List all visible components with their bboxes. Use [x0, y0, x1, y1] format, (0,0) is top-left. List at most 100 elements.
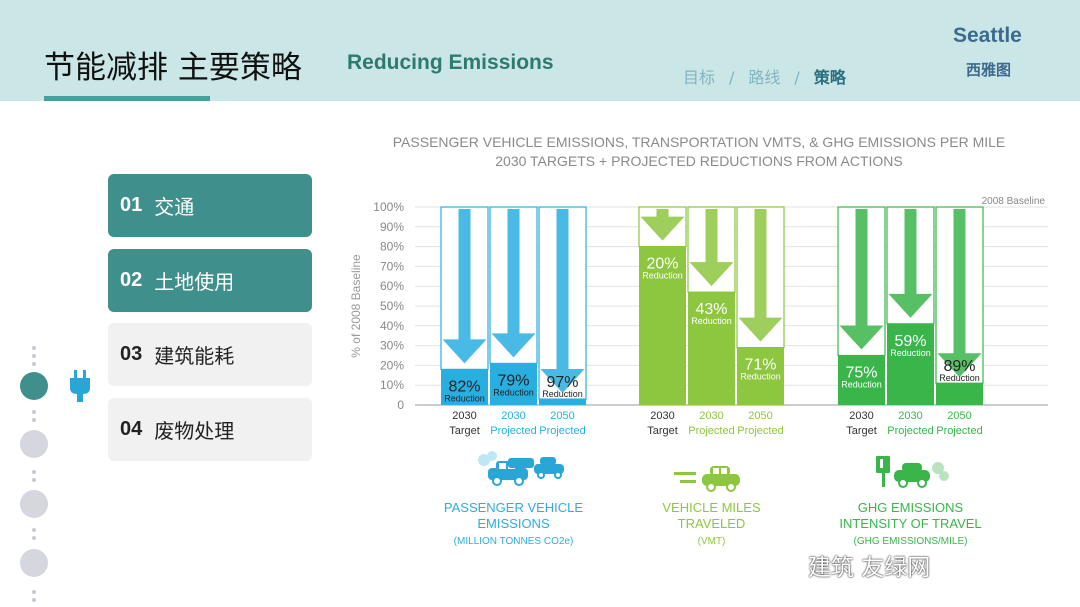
bar-group: 79%Reduction: [489, 206, 538, 405]
page-subtitle: Reducing Emissions: [347, 51, 554, 74]
bar: [838, 355, 885, 405]
menu-item-label: 土地使用: [154, 270, 235, 294]
series-name: VEHICLE MILES: [662, 500, 761, 515]
crumb-separator: /: [794, 68, 800, 87]
menu-item-label: 交通: [154, 195, 195, 219]
data-label: 59%: [894, 333, 926, 350]
timeline-dot: [32, 354, 36, 358]
timeline-dot: [32, 478, 36, 482]
reduction-label: Reduction: [642, 271, 683, 281]
timeline-dot: [32, 590, 36, 594]
reduction-arrow: [442, 209, 487, 364]
y-tick-label: 50%: [380, 299, 404, 313]
chart-subtitle: 2030 TARGETS + PROJECTED REDUCTIONS FROM…: [495, 153, 903, 169]
page-title: 节能减排 主要策略: [44, 50, 302, 86]
crumb-goals[interactable]: 目标: [683, 68, 716, 87]
x-tick-label: Projected: [490, 425, 536, 437]
step-circle[interactable]: [20, 549, 48, 577]
bar-group: 82%Reduction: [440, 206, 489, 405]
bar-group: 89%Reduction: [935, 206, 984, 405]
reduction-label: Reduction: [740, 372, 781, 382]
menu-item-number: 03: [120, 343, 143, 365]
x-tick-label: Projected: [737, 425, 783, 437]
x-tick-label: Projected: [539, 425, 585, 437]
bar-group: 97%Reduction: [538, 206, 587, 405]
y-tick-label: 30%: [380, 339, 404, 353]
menu-item-building-energy[interactable]: 03 建筑能耗: [108, 323, 312, 386]
x-tick-label: Projected: [688, 425, 734, 437]
series-name: PASSENGER VEHICLE: [444, 500, 584, 515]
y-tick-label: 40%: [380, 319, 404, 333]
reduction-label: Reduction: [493, 387, 534, 397]
series-unit: (GHG EMISSIONS/MILE): [854, 536, 968, 547]
data-label: 20%: [646, 256, 678, 273]
series-unit: (MILLION TONNES CO2e): [454, 536, 574, 547]
menu-item-waste[interactable]: 04 废物处理: [108, 398, 312, 461]
crumb-separator: /: [729, 68, 735, 87]
y-tick-label: 80%: [380, 240, 404, 254]
crumb-strategy[interactable]: 策略: [813, 68, 846, 87]
data-label: 71%: [744, 357, 776, 374]
x-tick-label: 2050: [748, 410, 772, 422]
step-circle[interactable]: [20, 430, 48, 458]
chart-title: PASSENGER VEHICLE EMISSIONS, TRANSPORTAT…: [393, 134, 1006, 150]
reduction-label: Reduction: [444, 393, 485, 403]
step-circle[interactable]: [20, 490, 48, 518]
timeline-dot: [32, 470, 36, 474]
city-name-cn: 西雅图: [966, 61, 1012, 79]
x-tick-label: Projected: [887, 425, 933, 437]
menu-item-number: 04: [120, 418, 143, 440]
bar: [887, 323, 934, 405]
data-label: 75%: [845, 365, 877, 382]
bar: [490, 363, 537, 405]
x-tick-label: 2030: [501, 410, 525, 422]
data-label: 97%: [546, 374, 578, 391]
timeline-dot: [32, 528, 36, 532]
series-name: GHG EMISSIONS: [858, 500, 964, 515]
timeline-dot: [32, 536, 36, 540]
x-tick-label: 2030: [650, 410, 674, 422]
reduction-label: Reduction: [939, 373, 980, 383]
reduction-arrow: [491, 209, 536, 358]
y-tick-label: 100%: [373, 200, 404, 214]
menu-item-label: 废物处理: [154, 419, 235, 443]
breadcrumb: 目标 / 路线 / 策略: [683, 64, 846, 88]
reduction-arrow: [640, 209, 685, 241]
crumb-route[interactable]: 路线: [748, 68, 781, 87]
title-underline: [44, 96, 210, 101]
menu-item-land-use[interactable]: 02 土地使用: [108, 249, 312, 312]
data-label: 82%: [448, 378, 480, 395]
series-name: INTENSITY OF TRAVEL: [839, 516, 981, 531]
x-tick-label: Projected: [936, 425, 982, 437]
step-circle-active[interactable]: [20, 372, 48, 400]
bar-group: 59%Reduction: [886, 206, 935, 405]
header-bar: [0, 0, 1080, 101]
reduction-label: Reduction: [542, 389, 583, 399]
bar: [639, 246, 686, 405]
timeline-dot: [32, 346, 36, 350]
bar: [688, 292, 735, 405]
reduction-label: Reduction: [691, 316, 732, 326]
x-tick-label: 2030: [849, 410, 873, 422]
reduction-arrow: [540, 209, 585, 394]
x-tick-label: Target: [846, 425, 877, 437]
car-icon: [674, 466, 740, 492]
x-tick-label: 2030: [452, 410, 476, 422]
data-label: 79%: [497, 372, 529, 389]
plug-icon: [70, 370, 90, 402]
watermark: 建筑 友绿网: [808, 555, 931, 581]
menu-item-transport[interactable]: 01 交通: [108, 174, 312, 237]
menu-item-number: 02: [120, 269, 143, 291]
x-tick-label: 2030: [898, 410, 922, 422]
reduction-label: Reduction: [841, 380, 882, 390]
city-name-en: Seattle: [953, 24, 1022, 47]
chart-category-labels: 2030 Target 2030 Projected 2050 Projected 2030…: [449, 410, 983, 437]
y-tick-label: 70%: [380, 259, 404, 273]
bar: [441, 369, 488, 405]
y-tick-label: 60%: [380, 279, 404, 293]
x-tick-label: 2050: [550, 410, 574, 422]
y-tick-label: 10%: [380, 378, 404, 392]
reduction-arrow: [689, 209, 734, 287]
reduction-arrow: [738, 209, 783, 342]
